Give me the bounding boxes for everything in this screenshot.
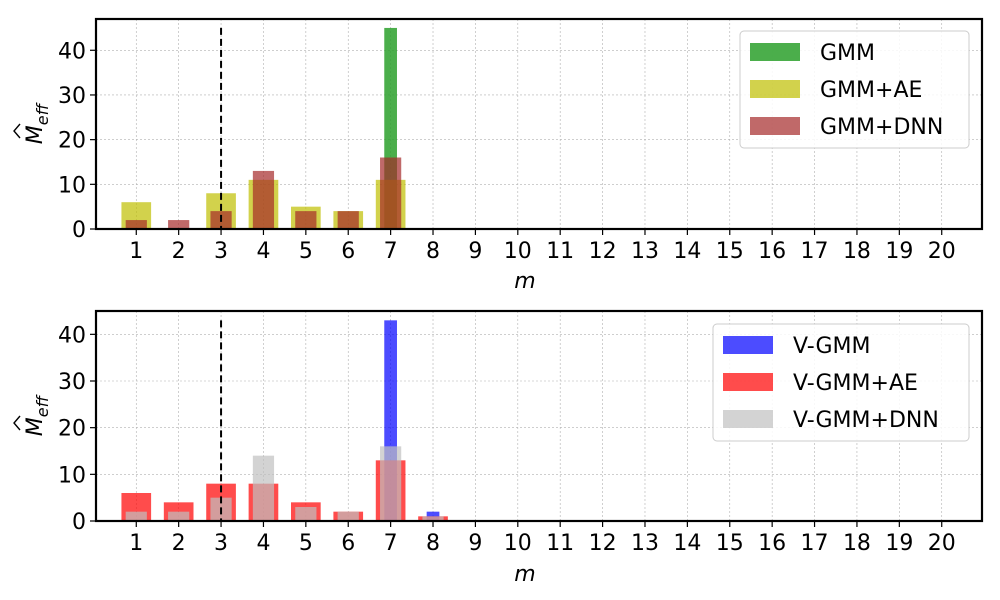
y-tick-label: 0 (72, 218, 86, 243)
x-tick-label: 11 (546, 531, 574, 556)
bar (125, 220, 147, 229)
x-tick-label: 11 (546, 239, 574, 264)
x-tick-label: 17 (801, 531, 829, 556)
x-tick-label: 13 (631, 531, 659, 556)
x-tick-label: 12 (589, 531, 617, 556)
legend-label: V-GMM (793, 334, 871, 359)
x-tick-label: 13 (631, 239, 659, 264)
plot-frame (94, 17, 984, 231)
bar (295, 507, 317, 521)
y-axis-label-hat (13, 123, 21, 139)
bars (121, 320, 448, 521)
x-tick-label: 20 (928, 239, 956, 264)
x-tick-label: 7 (384, 531, 398, 556)
x-tick-label: 12 (589, 239, 617, 264)
x-tick-label: 2 (172, 531, 186, 556)
y-tick-label: 20 (58, 417, 86, 442)
bar (252, 455, 275, 521)
x-tick-label: 16 (758, 239, 786, 264)
x-tick-label: 18 (843, 239, 871, 264)
y-tick-label: 10 (58, 463, 86, 488)
x-tick-label: 1 (129, 531, 143, 556)
bar (295, 211, 317, 229)
y-tick-label: 40 (58, 323, 86, 348)
legend-swatch (750, 80, 800, 98)
legend-swatch (750, 43, 800, 61)
bar (337, 211, 359, 229)
legend-swatch (750, 117, 800, 135)
x-tick-label: 5 (299, 239, 313, 264)
bar (422, 516, 444, 521)
legend-swatch (723, 336, 773, 354)
bar (168, 220, 190, 229)
x-tick-label: 4 (256, 239, 270, 264)
legend-swatch (723, 373, 773, 391)
x-tick-label: 5 (299, 531, 313, 556)
x-tick-label: 6 (341, 239, 355, 264)
chart-panel-2: 1 2 3 4 5 6 7 8 9 10 11 12 13 14 15 16 17 18 19 20010203040… (13, 309, 984, 587)
legend-label: GMM+AE (820, 78, 922, 103)
legend-label: V-GMM+DNN (793, 408, 939, 433)
legend: GMM GMM+AE GMM+DNN (739, 30, 970, 149)
bar (337, 511, 359, 521)
y-tick-label: 20 (58, 129, 86, 154)
x-tick-label: 3 (214, 239, 228, 264)
bar (125, 511, 147, 521)
x-tick-label: 9 (468, 531, 482, 556)
bar (252, 170, 275, 229)
y-tick-label: 10 (58, 173, 86, 198)
legend-label: V-GMM+AE (793, 371, 918, 396)
x-tick-label: 19 (885, 531, 913, 556)
y-axis-label: Meff (23, 393, 52, 436)
legend-swatch (723, 410, 773, 428)
series-3 (125, 446, 444, 521)
y-axis-label: Meff (23, 101, 52, 144)
x-tick-label: 17 (801, 239, 829, 264)
y-tick-label: 30 (58, 370, 86, 395)
x-axis-label: m (514, 269, 535, 294)
x-tick-label: 2 (172, 239, 186, 264)
x-tick-label: 15 (716, 531, 744, 556)
legend-label: GMM (820, 41, 875, 66)
y-tick-label: 30 (58, 84, 86, 109)
x-tick-label: 18 (843, 531, 871, 556)
x-tick-label: 8 (426, 239, 440, 264)
x-tick-label: 10 (504, 531, 532, 556)
x-tick-label: 3 (214, 531, 228, 556)
x-tick-label: 6 (341, 531, 355, 556)
x-tick-label: 1 (129, 239, 143, 264)
x-tick-label: 9 (468, 239, 482, 264)
x-tick-label: 16 (758, 531, 786, 556)
x-tick-label: 14 (673, 239, 701, 264)
x-tick-label: 19 (885, 239, 913, 264)
legend-label: GMM+DNN (820, 115, 943, 140)
x-tick-label: 14 (673, 531, 701, 556)
legend: V-GMM V-GMM+AE V-GMM+DNN (712, 323, 970, 442)
chart-panel-1: 1 2 3 4 5 6 7 8 9 10 11 12 13 14 15 16 17 18 19 20010203040… (13, 17, 984, 294)
y-tick-label: 0 (72, 510, 86, 535)
plot-frame (94, 309, 984, 523)
bar (168, 511, 190, 521)
bar (380, 157, 402, 229)
y-axis-label-hat (13, 415, 21, 431)
x-axis-label: m (514, 562, 535, 587)
y-tick-label: 40 (58, 39, 86, 64)
x-tick-label: 20 (928, 531, 956, 556)
x-tick-label: 15 (716, 239, 744, 264)
bar (380, 446, 402, 521)
legend-box (712, 323, 970, 442)
x-tick-label: 10 (504, 239, 532, 264)
x-tick-label: 8 (426, 531, 440, 556)
x-tick-label: 4 (256, 531, 270, 556)
x-tick-label: 7 (384, 239, 398, 264)
